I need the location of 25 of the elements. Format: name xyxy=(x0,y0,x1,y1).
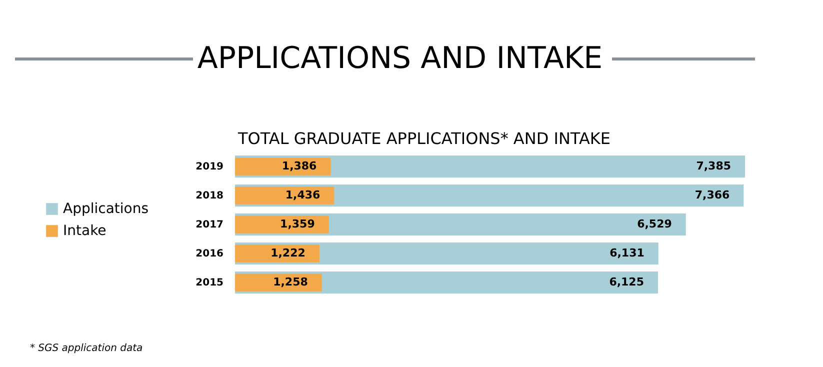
bar xyxy=(235,274,322,292)
y-tick-label: 2017 xyxy=(196,220,224,230)
chart-title: APPLICATIONS AND INTAKE xyxy=(197,41,603,76)
data-label: 1,436 xyxy=(285,188,321,202)
y-tick-label: 2018 xyxy=(196,190,224,202)
data-label: 7,366 xyxy=(694,188,730,202)
bar xyxy=(235,186,334,204)
bar xyxy=(235,244,320,262)
data-label: 6,125 xyxy=(609,276,644,288)
data-label: 1,386 xyxy=(282,160,318,172)
data-label: 7,385 xyxy=(696,160,731,172)
data-label: 6,529 xyxy=(637,218,672,230)
chart-subtitle: TOTAL GRADUATE APPLICATIONS* AND INTAKE xyxy=(237,129,610,148)
y-tick-label: 2015 xyxy=(196,278,224,288)
y-tick-label: 2019 xyxy=(196,162,224,172)
data-label: 6,131 xyxy=(610,246,644,260)
data-label: 1,258 xyxy=(273,276,308,288)
data-label: 1,222 xyxy=(270,246,306,260)
legend-label: Intake xyxy=(63,223,106,239)
y-tick-label: 2016 xyxy=(196,248,224,260)
text: * SGS application data xyxy=(30,343,143,354)
legend-label: Applications xyxy=(63,201,149,217)
data-label: 1,359 xyxy=(280,218,315,230)
bar xyxy=(235,158,331,176)
bar xyxy=(235,216,329,234)
